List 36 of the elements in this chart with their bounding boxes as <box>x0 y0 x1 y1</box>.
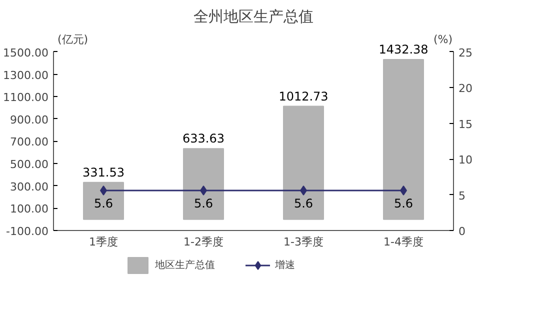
x-tick-label: 1-2季度 <box>184 236 224 248</box>
y-tick-label: -100.00 <box>6 225 49 238</box>
data-label: 5.6 <box>394 196 414 210</box>
y-tick-label: 900.00 <box>10 113 49 126</box>
data-label: 633.63 <box>182 132 225 146</box>
y-tick-label: 300.00 <box>10 180 49 194</box>
y2-axis-title: (%) <box>434 32 453 46</box>
bar <box>183 148 224 220</box>
y-tick-label: 1500.00 <box>3 46 49 60</box>
chart-title: 全州地区生产总值 <box>194 8 314 26</box>
y2-tick-label: 15 <box>458 118 472 131</box>
y-tick-label: 500.00 <box>10 158 49 172</box>
bar <box>83 182 124 220</box>
y2-tick-label: 20 <box>458 82 472 96</box>
data-label: 5.6 <box>194 196 214 210</box>
y-tick-label: 700.00 <box>10 136 49 149</box>
bar <box>283 106 324 220</box>
legend-label: 增速 <box>274 258 295 272</box>
data-label: 5.6 <box>94 196 114 210</box>
bar <box>383 58 424 220</box>
x-tick-label: 1-3季度 <box>284 236 324 248</box>
data-label: 1012.73 <box>278 89 328 104</box>
y2-tick-label: 10 <box>458 154 472 167</box>
data-label: 331.53 <box>82 165 125 180</box>
y-tick-label: 100.00 <box>10 202 49 216</box>
data-label: 5.6 <box>294 196 314 210</box>
data-label: 1432.38 <box>378 42 428 56</box>
y2-tick-label: 0 <box>458 225 466 238</box>
y-tick-label: 1100.00 <box>3 91 49 104</box>
x-tick-label: 1季度 <box>89 236 118 248</box>
y2-tick-label: 5 <box>458 189 466 202</box>
y2-tick-label: 25 <box>458 46 472 60</box>
legend-label: 地区生产总值 <box>154 258 215 272</box>
x-tick-label: 1-4季度 <box>384 236 424 248</box>
y-axis-title: (亿元) <box>58 32 88 46</box>
y-tick-label: 1300.00 <box>3 68 49 82</box>
